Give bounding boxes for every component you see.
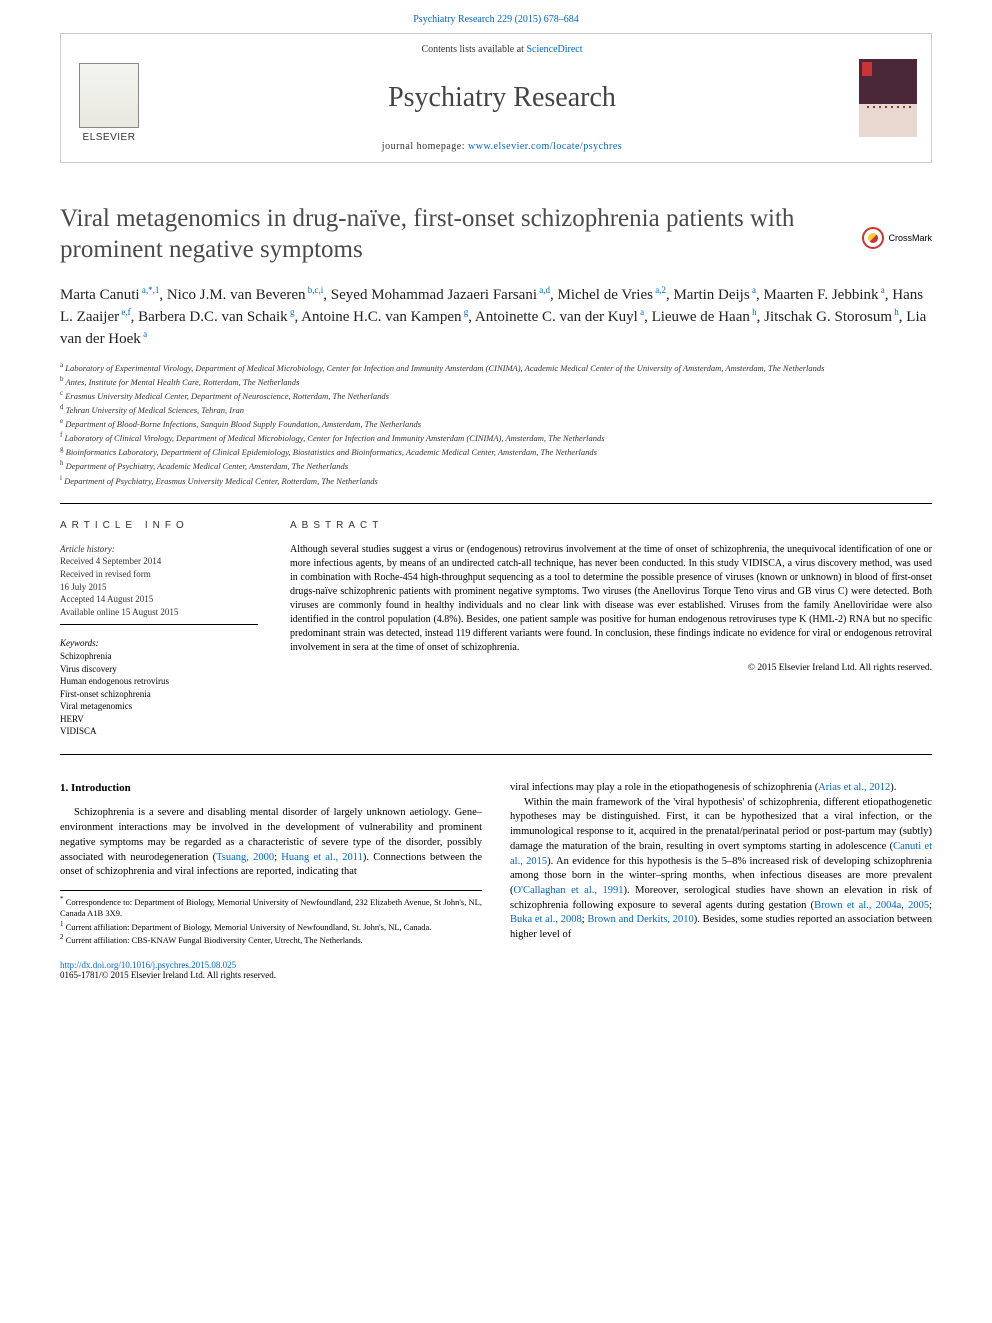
crossmark-label: CrossMark: [888, 233, 932, 243]
keyword-item: Viral metagenomics: [60, 700, 258, 713]
keyword-item: VIDISCA: [60, 725, 258, 738]
footnote-2: 2 Current affiliation: CBS-KNAW Fungal B…: [60, 933, 482, 946]
author-list: Marta Canuti a,*,1, Nico J.M. van Bevere…: [60, 284, 932, 350]
elsevier-label: ELSEVIER: [83, 132, 136, 143]
article-title: Viral metagenomics in drug-naïve, first-…: [60, 203, 840, 266]
crossmark-icon: [862, 227, 884, 249]
keywords-list: SchizophreniaVirus discoveryHuman endoge…: [60, 650, 258, 738]
article-info-heading: ARTICLE INFO: [60, 520, 258, 531]
journal-name: Psychiatry Research: [145, 82, 859, 114]
homepage-link[interactable]: www.elsevier.com/locate/psychres: [468, 141, 622, 152]
contents-prefix: Contents lists available at: [421, 44, 526, 55]
contents-line: Contents lists available at ScienceDirec…: [145, 44, 859, 55]
rule-history: [60, 624, 258, 625]
intro-paragraph-3: Within the main framework of the 'viral …: [510, 796, 932, 943]
article-info-column: ARTICLE INFO Article history: Received 4…: [60, 520, 258, 738]
abstract-text: Although several studies suggest a virus…: [290, 543, 932, 655]
rule-top: [60, 503, 932, 504]
footnote-2-text: Current affiliation: CBS-KNAW Fungal Bio…: [66, 935, 363, 945]
elsevier-tree-icon: [79, 63, 139, 128]
elsevier-logo: ELSEVIER: [73, 53, 145, 143]
history-online: Available online 15 August 2015: [60, 606, 258, 619]
intro-paragraph-1: Schizophrenia is a severe and disabling …: [60, 806, 482, 879]
abstract-copyright: © 2015 Elsevier Ireland Ltd. All rights …: [290, 663, 932, 673]
intro-heading: 1. Introduction: [60, 781, 482, 796]
page-footer: http://dx.doi.org/10.1016/j.psychres.201…: [60, 960, 932, 980]
affiliation-list: a Laboratory of Experimental Virology, D…: [60, 360, 932, 487]
footnotes-block: * Correspondence to: Department of Biolo…: [60, 890, 482, 946]
intro-paragraph-2: viral infections may play a role in the …: [510, 781, 932, 796]
keyword-item: Schizophrenia: [60, 650, 258, 663]
footnote-1: 1 Current affiliation: Department of Bio…: [60, 920, 482, 933]
footnote-1-text: Current affiliation: Department of Biolo…: [66, 922, 432, 932]
history-label: Article history:: [60, 543, 258, 556]
footnote-correspondence-text: Correspondence to: Department of Biology…: [60, 897, 482, 918]
homepage-line: journal homepage: www.elsevier.com/locat…: [145, 141, 859, 152]
history-accepted: Accepted 14 August 2015: [60, 593, 258, 606]
history-revised-2: 16 July 2015: [60, 581, 258, 594]
sciencedirect-link[interactable]: ScienceDirect: [526, 44, 582, 55]
body-two-column: 1. Introduction Schizophrenia is a sever…: [60, 781, 932, 946]
running-header-link[interactable]: Psychiatry Research 229 (2015) 678–684: [413, 14, 579, 25]
keywords-label: Keywords:: [60, 637, 258, 650]
keyword-item: HERV: [60, 713, 258, 726]
running-header: Psychiatry Research 229 (2015) 678–684: [0, 0, 992, 33]
crossmark-badge[interactable]: CrossMark: [862, 227, 932, 249]
header-center: Contents lists available at ScienceDirec…: [145, 34, 859, 162]
keyword-item: Virus discovery: [60, 663, 258, 676]
footnote-correspondence: * Correspondence to: Department of Biolo…: [60, 895, 482, 920]
keyword-item: First-onset schizophrenia: [60, 688, 258, 701]
abstract-heading: ABSTRACT: [290, 520, 932, 531]
journal-header-box: ELSEVIER Contents lists available at Sci…: [60, 33, 932, 163]
keywords-block: Keywords: SchizophreniaVirus discoveryHu…: [60, 637, 258, 738]
homepage-prefix: journal homepage:: [382, 141, 468, 152]
issn-copyright: 0165-1781/© 2015 Elsevier Ireland Ltd. A…: [60, 970, 932, 980]
article-history: Article history: Received 4 September 20…: [60, 543, 258, 619]
abstract-column: ABSTRACT Although several studies sugges…: [290, 520, 932, 738]
history-received: Received 4 September 2014: [60, 555, 258, 568]
history-revised-1: Received in revised form: [60, 568, 258, 581]
rule-bottom: [60, 754, 932, 755]
doi-link[interactable]: http://dx.doi.org/10.1016/j.psychres.201…: [60, 960, 236, 970]
journal-cover-thumbnail: [859, 59, 917, 137]
keyword-item: Human endogenous retrovirus: [60, 675, 258, 688]
